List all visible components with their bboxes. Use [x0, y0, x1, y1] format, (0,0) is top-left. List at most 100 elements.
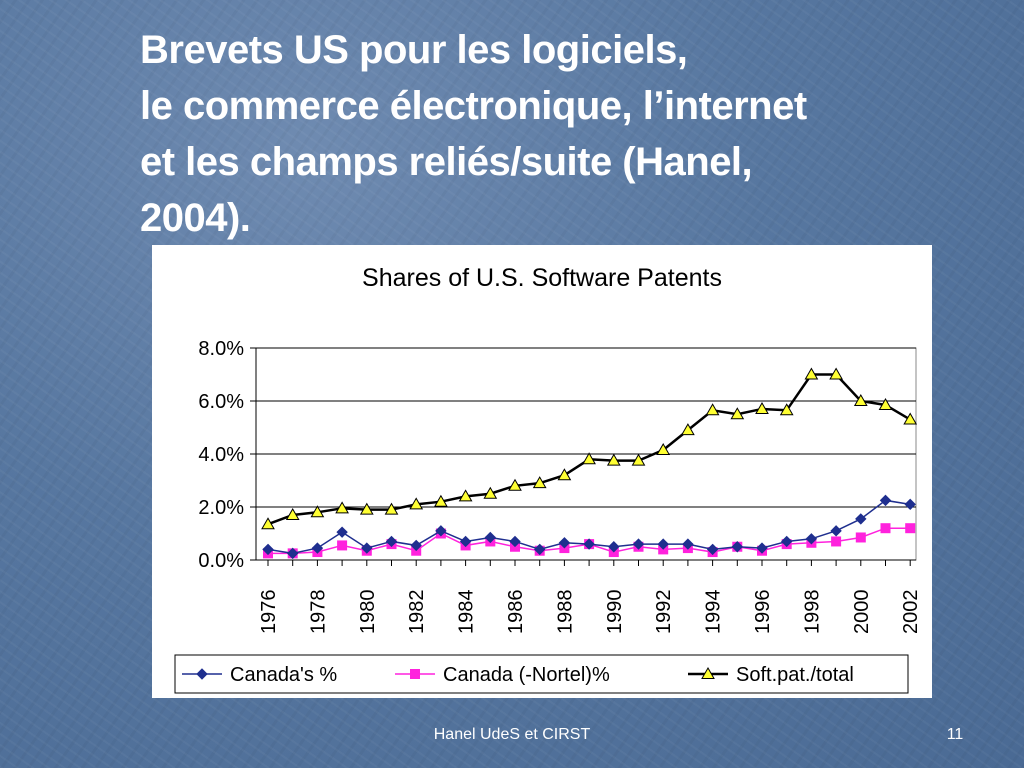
diamond-marker [361, 542, 373, 554]
triangle-marker [434, 494, 448, 507]
triangle-marker [384, 502, 399, 515]
square-marker [905, 523, 916, 534]
x-tick-label: 1976 [258, 590, 280, 635]
triangle-marker [681, 423, 695, 436]
diamond-marker [286, 547, 299, 560]
x-tick-label: 1978 [307, 590, 329, 635]
triangle-marker [705, 403, 720, 416]
slide-title-line-2: le commerce électronique, l’internet [140, 84, 807, 128]
gridlines [255, 347, 917, 561]
footer-text: Hanel UdeS et CIRST [433, 726, 591, 743]
triangle-marker [557, 468, 572, 481]
diamond-marker [731, 541, 744, 553]
diamond-marker [879, 494, 892, 507]
series-canada [262, 494, 916, 560]
diamond-marker [196, 668, 208, 680]
diamond-marker [904, 498, 916, 511]
x-tick-label: 2002 [900, 590, 922, 635]
x-tick-label: 1980 [357, 590, 379, 635]
x-tick-label: 1992 [653, 590, 675, 635]
triangle-marker [310, 505, 325, 518]
triangle-marker [701, 666, 715, 679]
triangle-marker [359, 502, 374, 515]
diamond-marker [608, 541, 620, 553]
y-tick-label: 2.0% [198, 497, 244, 519]
triangle-marker [508, 478, 522, 491]
x-tick-label: 1982 [406, 590, 428, 635]
diamond-marker [657, 538, 669, 550]
legend-label: Soft.pat./total [736, 664, 854, 686]
diamond-marker [262, 543, 274, 556]
chart-title: Shares of U.S. Software Patents [362, 264, 722, 292]
slide-title-line-1: Brevets US pour les logiciels, [140, 28, 688, 72]
diamond-marker [706, 543, 719, 556]
y-tick-label: 8.0% [198, 338, 244, 360]
diamond-marker [385, 535, 398, 548]
diamond-marker [632, 538, 645, 550]
diamond-marker [855, 513, 867, 525]
triangle-marker [903, 412, 918, 425]
triangle-marker [631, 453, 646, 466]
triangle-marker [656, 443, 671, 456]
axes: 0.0% 2.0% 4.0% 6.0% 8.0% 1976 1978 1980 1982 1984… [198, 338, 922, 634]
diamond-marker [558, 537, 571, 549]
diamond-marker [682, 538, 694, 550]
x-tick-label: 1994 [703, 590, 725, 635]
triangle-marker [878, 397, 893, 410]
diamond-marker [435, 525, 447, 537]
square-marker [880, 523, 891, 534]
square-marker [855, 532, 866, 543]
diamond-marker [756, 542, 768, 554]
triangle-marker [804, 367, 819, 380]
x-tick-label: 1998 [801, 590, 823, 635]
triangle-marker [853, 393, 868, 406]
diamond-marker [533, 543, 546, 556]
triangle-marker [730, 407, 745, 420]
triangle-marker [532, 476, 547, 489]
diamond-marker [830, 525, 842, 537]
series-soft-pat [261, 367, 918, 530]
page-number: 11 [946, 726, 964, 743]
diamond-marker [410, 539, 422, 552]
legend-label: Canada's % [230, 664, 337, 686]
x-tick-label: 1988 [554, 590, 576, 635]
x-tick-label: 1990 [604, 590, 626, 635]
slide-title-line-3: et les champs reliés/suite (Hanel, [140, 140, 753, 184]
x-tick-label: 1986 [505, 590, 527, 635]
diamond-marker [484, 531, 497, 544]
diamond-marker [805, 533, 818, 545]
x-tick-label: 2000 [851, 590, 873, 635]
legend-box [174, 654, 909, 694]
square-marker [410, 669, 420, 679]
triangle-marker [285, 507, 300, 520]
series-line [267, 373, 911, 526]
diamond-marker [336, 526, 348, 538]
triangle-marker [779, 403, 794, 416]
y-tick-label: 0.0% [198, 550, 244, 572]
triangle-marker [606, 453, 621, 466]
diamond-marker [459, 535, 472, 548]
chart-panel [152, 245, 932, 698]
slide-title: Brevets US pour les logiciels, le commer… [140, 22, 1000, 246]
triangle-marker [409, 497, 424, 510]
diamond-marker [311, 542, 324, 554]
x-tick-label: 1996 [752, 590, 774, 635]
x-tick-label: 1984 [456, 590, 478, 635]
series [261, 367, 918, 560]
triangle-marker [755, 401, 769, 414]
diamond-marker [509, 535, 521, 548]
square-marker [337, 540, 348, 551]
diamond-marker [780, 535, 793, 548]
y-tick-label: 4.0% [198, 444, 244, 466]
y-tick-label: 6.0% [198, 391, 244, 413]
triangle-marker [483, 486, 498, 499]
diamond-marker [583, 538, 595, 550]
legend-label: Canada (-Nortel)% [443, 664, 610, 686]
legend: Canada's % Canada (-Nortel)% Soft.pat./tot… [174, 654, 909, 694]
triangle-marker [829, 367, 843, 380]
triangle-marker [261, 517, 275, 530]
square-marker [831, 536, 842, 547]
triangle-marker [335, 501, 349, 514]
slide-title-line-4: 2004). [140, 196, 251, 240]
